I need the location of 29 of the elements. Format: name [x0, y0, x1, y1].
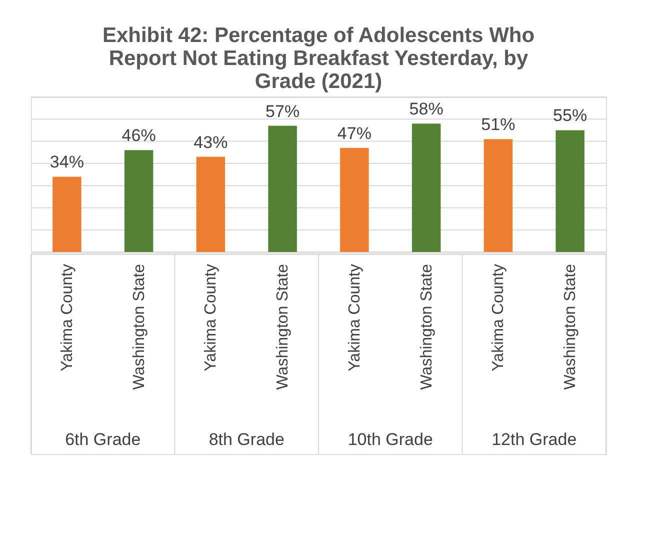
bar: [124, 150, 154, 252]
bar: [484, 139, 513, 252]
text: Yakima County: [490, 264, 508, 372]
chart-title: Exhibit 42: Percentage of Adolescents Who Report Not Eating Breakfast Yesterday, by Grade (2021): [102, 24, 535, 93]
text: Washington State: [130, 264, 148, 390]
data-label: 58%: [409, 100, 444, 119]
data-label: 55%: [553, 106, 588, 126]
text: Washington State: [274, 264, 292, 390]
text: Yakima County: [202, 264, 220, 372]
text: Washington State: [418, 264, 436, 390]
x-tick-label: 10th Grade: [348, 430, 433, 449]
bar: [52, 176, 82, 252]
data-label: 47%: [337, 124, 372, 143]
x-tick-label: 12th Grade: [492, 430, 577, 449]
text: Yakima County: [346, 264, 364, 372]
data-label: 43%: [194, 132, 228, 152]
bar: [340, 148, 369, 252]
data-label: 34%: [50, 152, 84, 172]
bar: [268, 126, 297, 252]
text: Washington State: [562, 264, 580, 390]
x-tick-label: 6th Grade: [65, 430, 141, 449]
bar: [196, 156, 226, 252]
text: Yakima County: [58, 264, 76, 372]
data-label: 51%: [481, 115, 516, 134]
x-tick-label: 8th Grade: [208, 430, 284, 449]
bar: [556, 130, 584, 252]
bar: [412, 124, 441, 252]
data-label: 57%: [266, 102, 300, 121]
data-label: 46%: [122, 126, 156, 146]
